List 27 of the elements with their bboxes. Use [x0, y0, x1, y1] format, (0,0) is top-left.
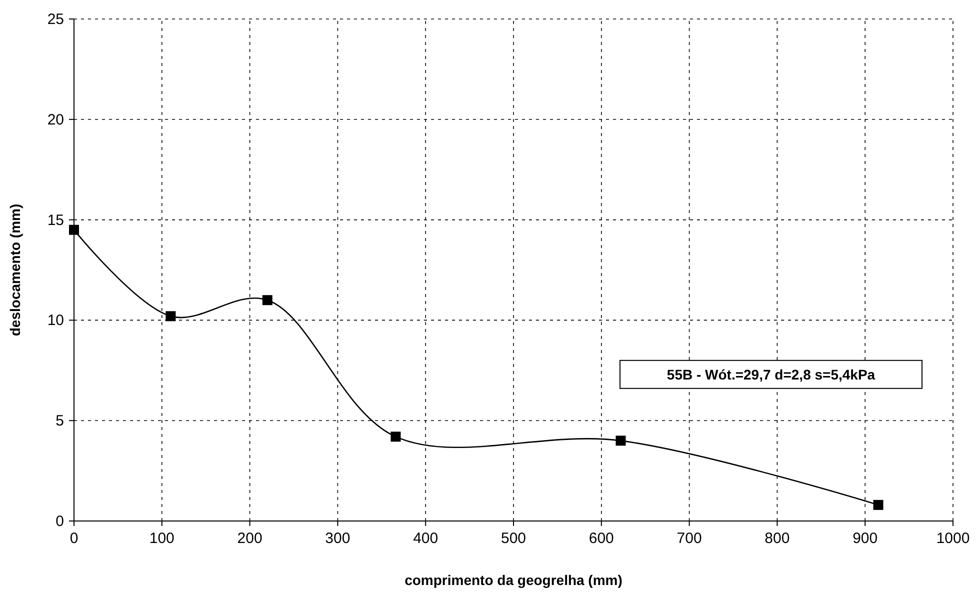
x-tick-label: 600	[588, 530, 614, 547]
annotation: 55B - Wót.=29,7 d=2,8 s=5,4kPa	[666, 366, 876, 382]
point	[616, 436, 626, 446]
x-tick-label: 400	[413, 530, 438, 547]
x-tick-label: 700	[676, 530, 702, 547]
point	[69, 224, 79, 235]
y-tick-label: 20	[47, 111, 64, 128]
x-tick-label: 500	[500, 530, 526, 547]
y-tick-label: 25	[47, 11, 64, 28]
x-tick-label: 0	[70, 530, 78, 547]
y-tick-label: 15	[47, 212, 64, 229]
point	[262, 295, 272, 306]
x-axis-title: comprimento da geogrelha (mm)	[404, 572, 622, 588]
y-tick-label: 5	[56, 412, 64, 430]
x-tick-label: 1000	[936, 530, 970, 547]
text-box: 55B - Wót.=29,7 d=2,8 s=5,4kPa	[620, 360, 922, 389]
x-tick-label: 100	[149, 530, 174, 547]
point	[166, 311, 176, 322]
x-tick-label: 900	[852, 530, 878, 547]
x-tick-label: 200	[237, 530, 262, 547]
point	[873, 500, 884, 510]
point	[390, 432, 401, 442]
x-tick-label: 300	[325, 530, 350, 547]
y-tick-label: 0	[56, 513, 64, 530]
y-tick-label: 10	[47, 312, 64, 330]
x-tick-label: 800	[764, 530, 790, 547]
y-axis-title: deslocamento (mm)	[7, 204, 23, 336]
